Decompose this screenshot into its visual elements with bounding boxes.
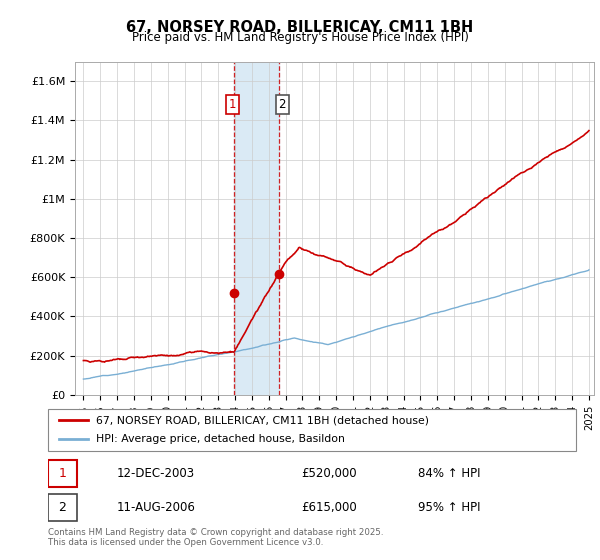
Text: 1: 1 [229,98,236,111]
Text: 11-AUG-2006: 11-AUG-2006 [116,501,196,514]
FancyBboxPatch shape [48,409,576,451]
Text: £615,000: £615,000 [301,501,357,514]
Text: 12-DEC-2003: 12-DEC-2003 [116,467,195,480]
Text: Contains HM Land Registry data © Crown copyright and database right 2025.
This d: Contains HM Land Registry data © Crown c… [48,528,383,547]
Text: £520,000: £520,000 [301,467,357,480]
Text: 95% ↑ HPI: 95% ↑ HPI [418,501,480,514]
Text: Price paid vs. HM Land Registry's House Price Index (HPI): Price paid vs. HM Land Registry's House … [131,31,469,44]
Bar [234,62,279,395]
FancyBboxPatch shape [48,460,77,487]
Text: 2: 2 [59,501,67,514]
Text: 67, NORSEY ROAD, BILLERICAY, CM11 1BH (detached house): 67, NORSEY ROAD, BILLERICAY, CM11 1BH (d… [95,415,428,425]
Text: 2: 2 [278,98,286,111]
Text: 84% ↑ HPI: 84% ↑ HPI [418,467,480,480]
Text: 1: 1 [59,467,67,480]
Text: 67, NORSEY ROAD, BILLERICAY, CM11 1BH: 67, NORSEY ROAD, BILLERICAY, CM11 1BH [127,20,473,35]
Text: HPI: Average price, detached house, Basildon: HPI: Average price, detached house, Basi… [95,435,344,445]
FancyBboxPatch shape [48,494,77,521]
